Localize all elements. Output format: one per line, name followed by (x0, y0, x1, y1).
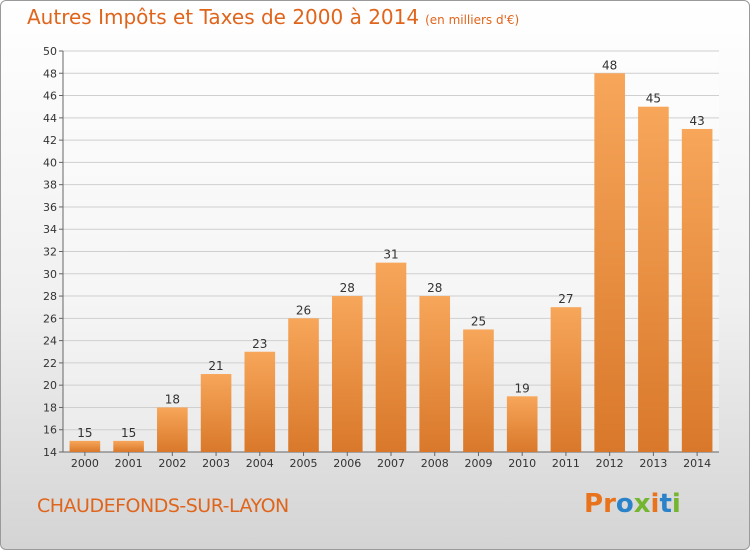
bar-value-label: 28 (427, 281, 442, 295)
y-tick-label: 44 (43, 112, 57, 125)
bar (113, 440, 144, 452)
bar-value-label: 25 (471, 314, 486, 328)
y-tick-label: 28 (43, 290, 57, 303)
bar-value-label: 43 (689, 114, 704, 128)
bar-value-label: 21 (208, 359, 223, 373)
bar-value-label: 19 (515, 381, 530, 395)
x-tick-label: 2014 (683, 457, 711, 470)
bar (331, 296, 363, 452)
y-tick-label: 22 (43, 357, 57, 370)
bar (550, 307, 582, 452)
y-tick-label: 36 (43, 201, 57, 214)
bar-value-label: 23 (252, 337, 267, 351)
commune-name: CHAUDEFONDS-SUR-LAYON (37, 495, 289, 517)
y-tick-label: 20 (43, 379, 57, 392)
x-tick-label: 2008 (421, 457, 449, 470)
bar (200, 374, 232, 452)
x-tick-label: 2003 (202, 457, 230, 470)
bar (419, 296, 451, 452)
logo-letter: P (584, 489, 604, 519)
x-tick-label: 2006 (333, 457, 361, 470)
logo-letter: i (650, 489, 660, 519)
bar-value-label: 48 (602, 58, 617, 72)
y-tick-label: 24 (43, 335, 57, 348)
bar (244, 351, 276, 452)
bar (157, 407, 188, 452)
bar-value-label: 26 (296, 303, 311, 317)
y-tick-label: 34 (43, 223, 57, 236)
logo-letter: r (603, 489, 616, 519)
x-tick-label: 2005 (290, 457, 318, 470)
bar-value-label: 15 (121, 426, 136, 440)
chart-title: Autres Impôts et Taxes de 2000 à 2014 (en… (27, 5, 519, 29)
y-tick-label: 14 (43, 446, 57, 459)
bar (463, 329, 494, 452)
bar-value-label: 28 (340, 281, 355, 295)
bar (506, 396, 538, 452)
x-tick-label: 2002 (158, 457, 186, 470)
logo-letter: o (615, 489, 634, 519)
bar-value-label: 18 (165, 392, 180, 406)
x-tick-label: 2007 (377, 457, 405, 470)
y-tick-label: 18 (43, 401, 57, 414)
bar (375, 262, 407, 452)
bar-value-label: 15 (77, 426, 92, 440)
bar-value-label: 31 (383, 248, 398, 262)
x-tick-label: 2013 (639, 457, 667, 470)
bar (69, 440, 101, 452)
x-tick-label: 2004 (246, 457, 274, 470)
y-tick-label: 16 (43, 424, 57, 437)
bar (681, 128, 713, 452)
x-tick-label: 2011 (552, 457, 580, 470)
bar-value-label: 27 (558, 292, 573, 306)
y-tick-label: 42 (43, 134, 57, 147)
bar (638, 106, 669, 452)
y-tick-label: 32 (43, 246, 57, 259)
y-tick-label: 30 (43, 268, 57, 281)
x-tick-label: 2010 (508, 457, 536, 470)
unit-text: (en milliers d'€) (425, 13, 520, 27)
logo-letter: i (671, 489, 681, 519)
proxiti-logo: Proxiti (584, 489, 681, 519)
bar-value-label: 45 (646, 92, 661, 106)
y-tick-label: 26 (43, 312, 57, 325)
logo-letter: x (633, 489, 651, 519)
y-tick-label: 48 (43, 67, 57, 80)
x-tick-label: 2009 (464, 457, 492, 470)
bar (594, 73, 625, 453)
x-tick-label: 2000 (71, 457, 99, 470)
y-tick-label: 38 (43, 179, 57, 192)
y-tick-label: 46 (43, 90, 57, 103)
logo-letter: t (659, 489, 672, 519)
bar (288, 318, 319, 452)
y-tick-label: 40 (43, 156, 57, 169)
title-text: Autres Impôts et Taxes de 2000 à 2014 (27, 5, 420, 29)
x-tick-label: 2012 (596, 457, 624, 470)
y-tick-label: 50 (43, 45, 57, 58)
x-tick-label: 2001 (115, 457, 143, 470)
